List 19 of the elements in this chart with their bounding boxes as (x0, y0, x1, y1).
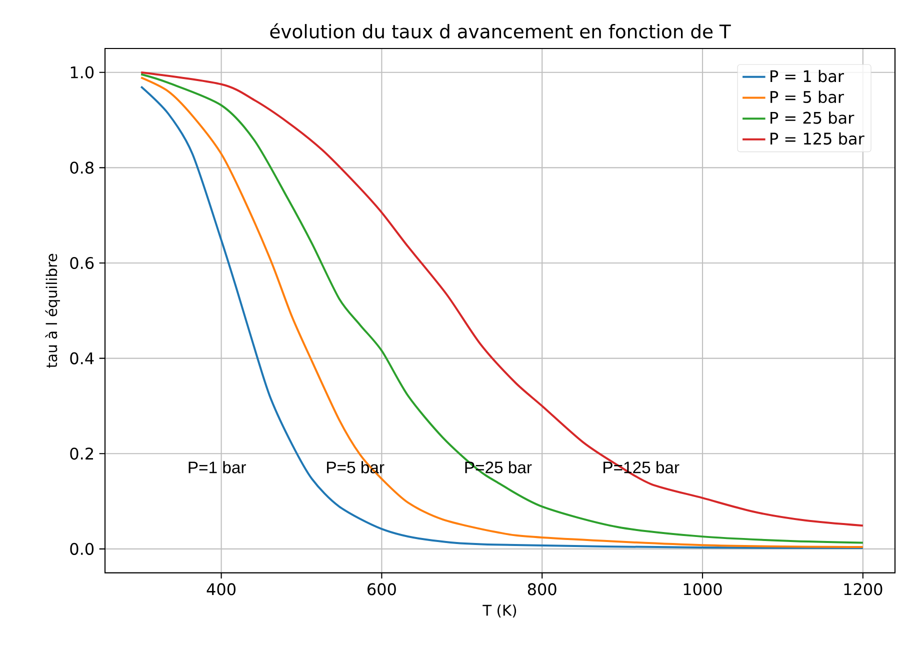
legend-label: P = 25 bar (770, 112, 854, 124)
x-tick-label: 400 (206, 583, 236, 596)
x-axis-title: T (K) (482, 604, 516, 618)
y-tick-label: 0.2 (70, 448, 93, 460)
annotation: P=1 bar (188, 461, 246, 474)
y-tick-label: 1.0 (70, 66, 94, 78)
y-tick-label: 0.8 (70, 162, 94, 174)
y-tick-label: 0.6 (70, 256, 94, 270)
chart-title: évolution du taux d avancement en fonction de T (270, 23, 731, 38)
x-tick-label: 1000 (684, 583, 722, 596)
legend-label: P = 5 bar (770, 90, 844, 104)
y-axis-title: tau à l équilibre (45, 254, 60, 368)
legend-label: P = 125 bar (770, 132, 864, 145)
legend-label: P = 1 bar (770, 70, 844, 82)
x-tick-label: 600 (368, 583, 396, 596)
y-tick-label: 0.0 (70, 542, 94, 556)
x-tick-label: 800 (528, 583, 556, 596)
x-tick-label: 1200 (844, 583, 882, 596)
y-tick-label: 0.4 (70, 352, 94, 364)
